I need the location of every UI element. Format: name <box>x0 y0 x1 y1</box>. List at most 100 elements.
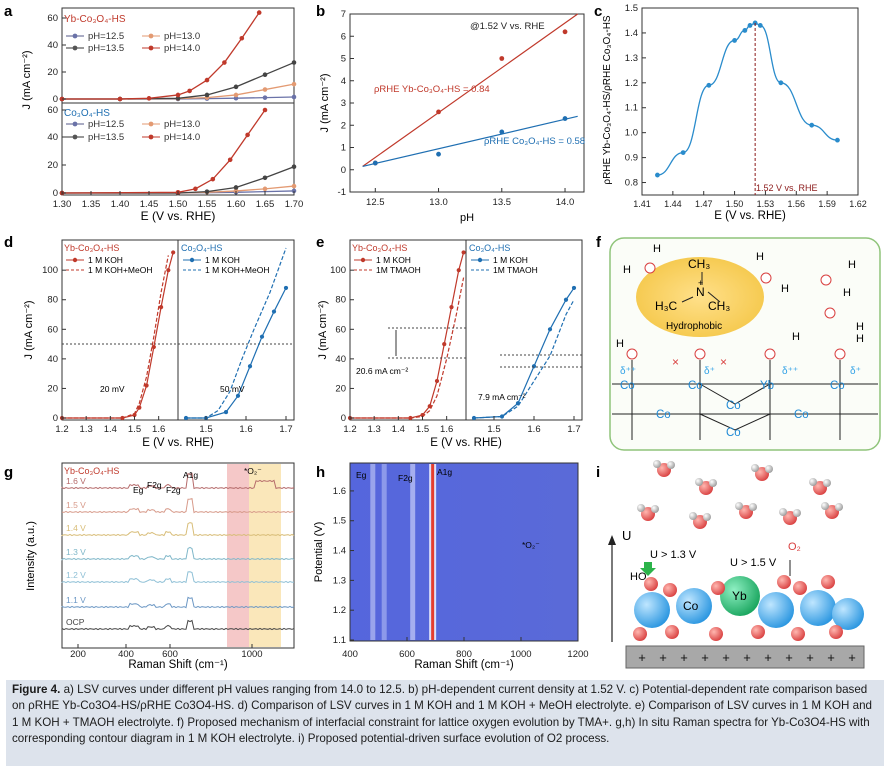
tma-ch3-right: CH₃ <box>708 299 730 313</box>
lsv-point-Yb-Co₃O₄-HS 1 M KOH-6 <box>449 305 454 310</box>
point-Yb-Co₃O₄-HS-1 <box>436 109 441 115</box>
water-h-6: H <box>843 287 851 299</box>
legend-ph125-b: pH=12.5 <box>88 119 124 130</box>
series-point-pH=13.5-5 <box>291 164 297 170</box>
panel-d-ticks: 1.2 1.3 1.4 1.5 1.6 1.5 1.6 1.7 0 20 40 60 80 100 <box>42 265 292 435</box>
panel-label-f: f <box>596 234 602 251</box>
point-Co₃O₄-HS-1 <box>436 151 441 157</box>
ytick-label-panel_e-80: 80 <box>335 295 346 306</box>
delta-p-1: δ⁺ <box>704 366 715 377</box>
xtick-label-panel_e-l-1: 1.3 <box>368 424 381 435</box>
lsv-point-Co₃O₄-HS 1 M KOH-4 <box>247 364 253 369</box>
tma-plus: + <box>698 278 703 288</box>
panel-e-left-legend-2: 1M TMAOH <box>376 265 421 275</box>
lsv-point-Co₃O₄-HS 1 M KOH-3 <box>235 393 241 398</box>
series-point-pH=13.0-5 <box>291 183 297 189</box>
panel-g-series: 1.6 V 1.5 V 1.4 V 1.3 V 1.2 V 1.1 V OCP <box>61 472 295 631</box>
raman-trace-1.3 V <box>61 546 295 561</box>
panel-e-right-legend-1: 1 M KOH <box>493 255 528 265</box>
delta-pp-2: δ⁺⁺ <box>782 366 798 377</box>
water-h-a-1 <box>695 478 703 486</box>
raman-trace-OCP <box>61 619 295 631</box>
heatmap-background <box>350 463 578 641</box>
panel-e-xlabel: E (V vs. RHE) <box>430 437 502 449</box>
panel-e: e Yb-Co₃O₄-HS 1 M KOH 1M TMAOH Co₃O₄-HS … <box>316 234 583 449</box>
cross-1: × <box>672 355 679 369</box>
panel-b: b @1.52 V vs. RHE ρRHE Yb-Co₃O₄-HS = 0.8… <box>316 3 585 224</box>
panel-g-frame <box>61 462 295 649</box>
series-point-pH=14.0-7 <box>239 35 245 41</box>
xtick-label-c-1.41: 1.41 <box>633 199 651 209</box>
xtick-label-a-1.45: 1.45 <box>140 199 159 210</box>
series-point-pH=14.0-4 <box>227 157 233 163</box>
panel-b-ticks: 12.5 13.0 13.5 14.0 -1 0 1 2 3 4 5 6 7 <box>338 9 575 208</box>
water-h-a-7 <box>779 508 787 516</box>
lsv-point-Co₃O₄-HS 1 M KOH-7 <box>283 285 289 291</box>
panel-e-right-title: Co₃O₄-HS <box>469 243 510 253</box>
panel-b-annotation: @1.52 V vs. RHE <box>470 21 545 32</box>
series-point-pH=13.0-6 <box>291 81 297 87</box>
series-point-pH=14.0-3 <box>210 176 216 182</box>
lsv-point-Co₃O₄-HS 1 M KOH-2 <box>223 409 229 415</box>
water-molecules: H H H H H H H <box>623 243 864 333</box>
ytick-label-h-1.6: 1.6 <box>333 486 346 497</box>
hydrophobic-label: Hydrophobic <box>666 321 722 332</box>
lsv-point-Yb-Co₃O₄-HS 1 M KOH-6 <box>158 305 164 310</box>
raman-label-1.5 V: 1.5 V <box>66 500 86 510</box>
peak-a1g: A1g <box>183 470 198 480</box>
water-h-5: H <box>848 259 856 271</box>
water-h-a-5 <box>689 512 697 520</box>
panel-h-bands <box>370 464 437 640</box>
panel-f: f CH₃ H₃C CH₃ N + Hydrophobic HH HH HH H… <box>596 234 881 451</box>
heat-peak-o2: *O₂⁻ <box>522 540 540 550</box>
xtick-label-c-1.62: 1.62 <box>849 199 867 209</box>
series-line-pH=14.0 <box>62 12 260 100</box>
arrow-down-green <box>640 562 656 576</box>
panel-i: i U + + + + + + + + + + + Co Yb HO <box>596 460 865 669</box>
ratio-point-10 <box>835 137 840 143</box>
water-h-b-1 <box>709 479 717 487</box>
ytick-label-panel_d-0: 0 <box>53 413 58 424</box>
lsv-point-Co₃O₄-HS 1 M KOH-5 <box>563 297 569 302</box>
xtick-label-h-600: 600 <box>399 649 415 660</box>
series-point-pH=13.5-6 <box>291 60 297 65</box>
ratio-point-5 <box>747 23 753 28</box>
ytick-label-panel_d-100: 100 <box>42 265 58 276</box>
lsv-point-Co₃O₄-HS 1 M KOH-3 <box>531 364 537 369</box>
ytick-label-h-1.5: 1.5 <box>333 516 346 527</box>
panel-h-ylabel: Potential (V) <box>313 522 325 583</box>
lsv-line-Co₃O₄-HS 1M TMAOH <box>473 299 575 419</box>
series-point-pH=14.0-1 <box>117 96 123 102</box>
series-point-pH=13.5-4 <box>233 84 239 90</box>
plus-0: + <box>638 650 646 665</box>
panel-e-ann-right: 7.9 mA cm⁻² <box>478 392 526 402</box>
ratio-point-0 <box>655 172 660 178</box>
xtick-label-g-0: 200 <box>70 649 86 660</box>
panel-a-top-legend: pH=12.5 pH=13.5 pH=13.0 pH=14.0 <box>66 31 200 54</box>
panel-d: d Yb-Co₃O₄-HS 1 M KOH 1 M KOH+MeOH Co₃O₄… <box>4 234 295 449</box>
point-Co₃O₄-HS-2 <box>499 129 505 135</box>
ytick-label-c-0.9: 0.9 <box>625 153 638 164</box>
u-axis-label: U <box>622 528 631 543</box>
panel-d-ann-left: 20 mV <box>100 384 125 394</box>
ytick-label-panel_e-100: 100 <box>330 265 346 276</box>
heat-band-480 <box>370 464 376 640</box>
panel-label-a: a <box>4 3 13 20</box>
panel-b-ylabel: J (mA cm⁻²) <box>319 74 331 133</box>
panel-g-xlabel: Raman Shift (cm⁻¹) <box>128 659 228 671</box>
atom-label-yb: Yb <box>732 589 747 603</box>
series-point-pH=13.5-4 <box>262 175 268 181</box>
panel-c-ylabel: ρRHE Yb-Co₃O₄-HS/ρRHE Co₃O₄-HS <box>602 15 613 185</box>
legend-ph135: pH=13.5 <box>88 43 124 54</box>
ytick-label-b-1: 1 <box>341 143 346 154</box>
lattice <box>612 360 878 440</box>
raman-trace-1.5 V <box>61 497 295 514</box>
ratio-point-4 <box>742 28 748 33</box>
xtick-label-c-1.47: 1.47 <box>695 199 713 209</box>
ytick-label-c-1.4: 1.4 <box>625 28 638 39</box>
ytick-label-a-bot-0: 0 <box>53 188 58 199</box>
point-Co₃O₄-HS-3 <box>562 116 568 121</box>
xtick-label-b-13.5: 13.5 <box>493 197 512 208</box>
water-h-b-5 <box>703 513 711 521</box>
raman-highlight-yellow <box>249 464 281 647</box>
